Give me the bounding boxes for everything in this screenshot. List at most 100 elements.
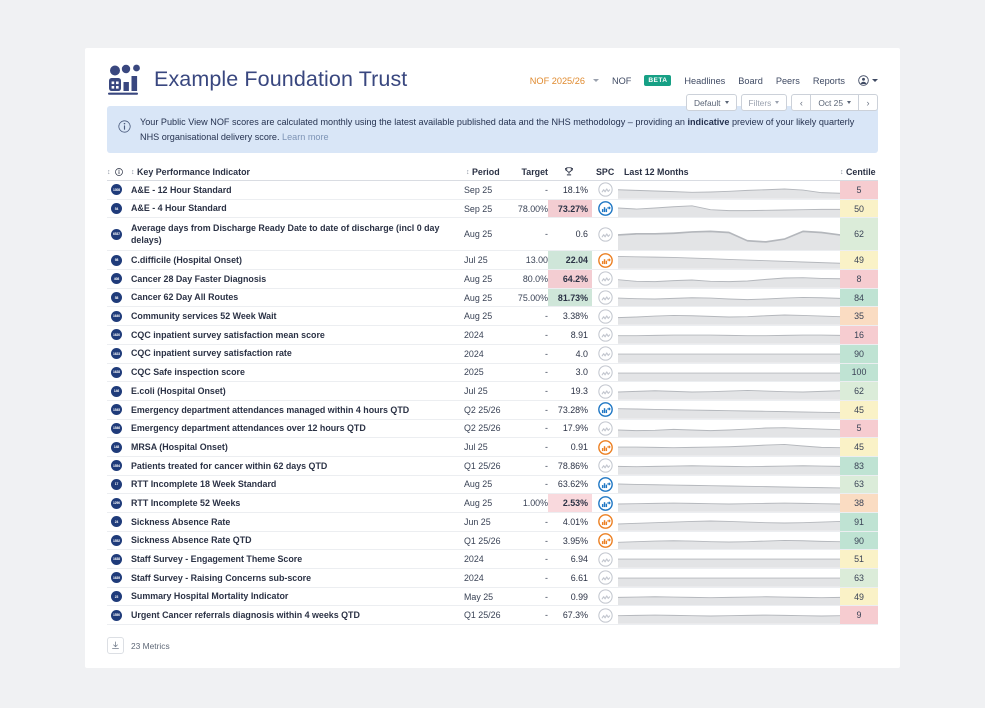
metric-id-badge[interactable]: 1640 — [111, 310, 122, 322]
kpi-name[interactable]: Summary Hospital Mortality Indicator — [131, 591, 289, 602]
spc-cell[interactable] — [592, 200, 618, 218]
spc-cell[interactable] — [592, 326, 618, 344]
spc-cell[interactable] — [592, 401, 618, 419]
metric-id-badge[interactable]: 1620 — [111, 329, 122, 341]
kpi-name[interactable]: A&E - 4 Hour Standard — [131, 203, 227, 214]
spc-variation-icon-grey[interactable] — [597, 365, 613, 380]
table-row[interactable]: 1623 CQC inpatient survey satisfaction ra… — [107, 344, 878, 364]
spc-cell[interactable] — [592, 569, 618, 587]
spc-variation-icon-orange[interactable] — [597, 439, 613, 455]
kpi-name[interactable]: Sickness Absence Rate — [131, 516, 231, 527]
spc-variation-icon-grey[interactable] — [597, 227, 613, 242]
kpi-name[interactable]: Sickness Absence Rate QTD — [131, 535, 252, 546]
spc-cell[interactable] — [592, 420, 618, 438]
metric-id-badge[interactable]: 58 — [111, 292, 122, 304]
kpi-name[interactable]: RTT Incomplete 52 Weeks — [131, 497, 241, 508]
nof-year-selector[interactable]: NOF 2025/26 — [529, 75, 585, 86]
learn-more-link[interactable]: Learn more — [282, 131, 329, 142]
metric-id-badge[interactable]: 24 — [111, 516, 122, 528]
spc-variation-icon-grey[interactable] — [597, 290, 613, 305]
kpi-name[interactable]: Cancer 62 Day All Routes — [131, 292, 239, 303]
table-row[interactable]: 23 Summary Hospital Mortality Indicator Ma… — [107, 587, 878, 607]
spc-variation-icon-blue[interactable] — [597, 495, 613, 511]
table-row[interactable]: 54 A&E - 4 Hour Standard Sep 25 78.00% 73.27… — [107, 199, 878, 219]
metric-id-badge[interactable]: 1623 — [111, 348, 122, 360]
nav-peers[interactable]: Peers — [775, 75, 800, 86]
metric-id-badge[interactable]: 148 — [111, 441, 122, 453]
spc-cell[interactable] — [592, 345, 618, 363]
metric-id-badge[interactable]: 54 — [111, 203, 122, 215]
table-row[interactable]: 408 Cancer 28 Day Faster Diagnosis Aug 25 8… — [107, 270, 878, 289]
table-row[interactable]: 24 Sickness Absence Rate Jun 25 - 4.01% 91 — [107, 513, 878, 532]
kpi-name[interactable]: C.difficile (Hospital Onset) — [131, 255, 242, 266]
account-menu[interactable] — [858, 75, 878, 86]
sort-icon[interactable]: ↕ — [466, 168, 470, 176]
table-row[interactable]: 146 E.coli (Hospital Onset) Jul 25 - 19.3 62 — [107, 382, 878, 401]
header-centile[interactable]: ↕ Centile — [840, 166, 876, 177]
spc-cell[interactable] — [592, 181, 618, 199]
table-row[interactable]: 6537 Average days from Discharge Ready Da… — [107, 218, 878, 252]
spc-variation-icon-grey[interactable] — [597, 309, 613, 324]
table-row[interactable]: 1620 CQC inpatient survey satisfaction me… — [107, 326, 878, 345]
spc-cell[interactable] — [592, 532, 618, 550]
kpi-name[interactable]: CQC inpatient survey satisfaction mean s… — [131, 329, 325, 340]
metric-id-badge[interactable]: 1638 — [111, 553, 122, 565]
metric-id-badge[interactable]: 23 — [111, 591, 122, 603]
table-row[interactable]: 1628 CQC Safe inspection score 2025 - 3.0 100 — [107, 363, 878, 383]
spc-cell[interactable] — [592, 307, 618, 325]
table-row[interactable]: 1550 Urgent Cancer referrals diagnosis wi… — [107, 606, 878, 626]
spc-variation-icon-grey[interactable] — [597, 589, 613, 604]
metric-id-badge[interactable]: 1552 — [111, 535, 122, 547]
spc-cell[interactable] — [592, 270, 618, 288]
sort-icon[interactable]: ↕ — [131, 168, 135, 176]
table-row[interactable]: 1545 Emergency department attendances man… — [107, 400, 878, 420]
header-kpi[interactable]: ↕ Key Performance Indicator — [131, 166, 250, 177]
default-view-button[interactable]: Default — [685, 94, 737, 111]
kpi-name[interactable]: E.coli (Hospital Onset) — [131, 385, 226, 396]
spc-variation-icon-blue[interactable] — [597, 402, 613, 418]
table-row[interactable]: 1640 Community services 52 Week Wait Aug 2… — [107, 307, 878, 327]
table-row[interactable]: 98 C.difficile (Hospital Onset) Jul 25 13.0… — [107, 251, 878, 271]
spc-variation-icon-grey[interactable] — [597, 608, 613, 623]
spc-variation-icon-grey[interactable] — [597, 327, 613, 343]
spc-cell[interactable] — [592, 382, 618, 400]
nav-nof[interactable]: NOF — [611, 75, 632, 86]
spc-cell[interactable] — [592, 550, 618, 568]
table-row[interactable]: 1552 Sickness Absence Rate QTD Q1 25/26 - 3.… — [107, 531, 878, 551]
sort-icon[interactable]: ↕ — [840, 168, 844, 176]
spc-cell[interactable] — [592, 251, 618, 269]
spc-cell[interactable] — [592, 218, 618, 250]
metric-id-badge[interactable]: 146 — [111, 385, 122, 397]
spc-cell[interactable] — [592, 289, 618, 307]
period-selector-button[interactable]: Oct 25 — [810, 94, 859, 111]
kpi-name[interactable]: Emergency department attendances managed… — [131, 404, 410, 415]
spc-variation-icon-grey[interactable] — [597, 552, 613, 567]
download-button[interactable] — [107, 637, 124, 655]
spc-cell[interactable] — [592, 588, 618, 606]
kpi-name[interactable]: A&E - 12 Hour Standard — [131, 184, 232, 195]
table-row[interactable]: 1546 Emergency department attendances ove… — [107, 419, 878, 439]
info-circle-icon[interactable] — [115, 167, 124, 176]
nav-board[interactable]: Board — [738, 75, 763, 86]
sort-icon[interactable]: ↕ — [107, 168, 111, 176]
kpi-name[interactable]: Cancer 28 Day Faster Diagnosis — [131, 273, 267, 284]
kpi-name[interactable]: Emergency department attendances over 12… — [131, 423, 366, 434]
spc-variation-icon-grey[interactable] — [597, 271, 613, 287]
previous-period-button[interactable]: ‹ — [791, 94, 812, 111]
metric-id-badge[interactable]: 1639 — [111, 572, 122, 584]
spc-cell[interactable] — [592, 476, 618, 494]
spc-cell[interactable] — [592, 606, 618, 624]
header-value[interactable] — [548, 166, 592, 177]
metric-id-badge[interactable]: 1554 — [111, 460, 122, 472]
spc-variation-icon-grey[interactable] — [597, 346, 613, 361]
spc-cell[interactable] — [592, 438, 618, 456]
nav-headlines[interactable]: Headlines — [684, 75, 726, 86]
kpi-name[interactable]: MRSA (Hospital Onset) — [131, 441, 228, 452]
kpi-name[interactable]: CQC Safe inspection score — [131, 367, 245, 378]
spc-variation-icon-orange[interactable] — [597, 533, 613, 548]
metric-id-badge[interactable]: 408 — [111, 273, 122, 285]
spc-variation-icon-grey[interactable] — [597, 383, 613, 399]
kpi-name[interactable]: Community services 52 Week Wait — [131, 311, 277, 322]
table-row[interactable]: 1639 Staff Survey - Raising Concerns sub-… — [107, 569, 878, 588]
metric-id-badge[interactable]: 1545 — [111, 404, 122, 416]
